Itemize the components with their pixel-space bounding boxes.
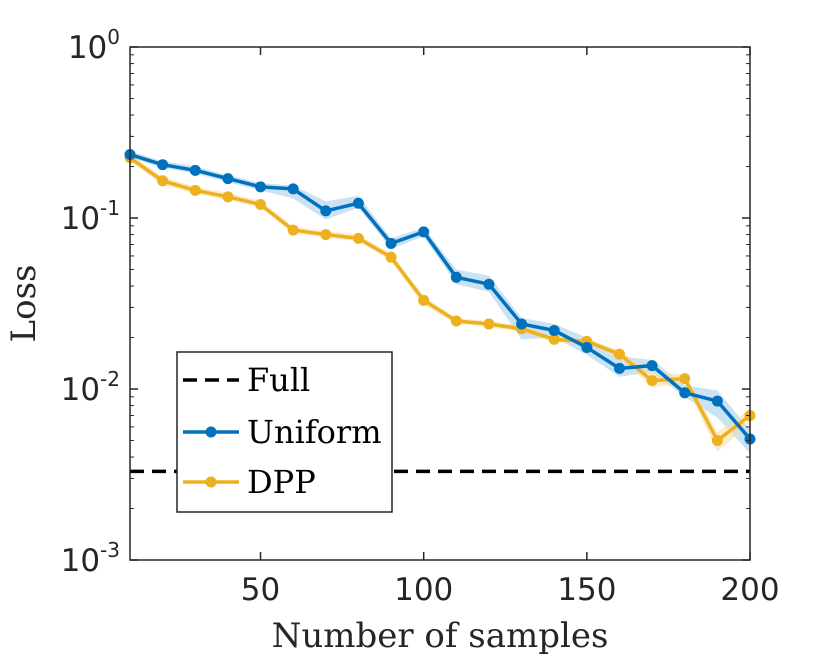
dpp-point	[189, 184, 201, 196]
uniform-point	[711, 395, 723, 407]
uniform-point	[320, 205, 332, 217]
dpp-point	[548, 333, 560, 345]
uniform-point	[516, 318, 528, 330]
uniform-point	[352, 197, 364, 209]
uniform-point	[483, 278, 495, 290]
dpp-point	[418, 294, 430, 306]
uniform-point	[157, 159, 169, 171]
uniform-point	[222, 173, 234, 185]
uniform-point	[385, 237, 397, 249]
axes-frame	[129, 46, 751, 561]
uniform-point	[189, 164, 201, 176]
x-tick-label: 200	[720, 572, 779, 608]
dpp-point	[255, 198, 267, 210]
legend-dpp-marker	[205, 476, 217, 488]
dpp-point	[157, 175, 169, 187]
dpp-series-line	[128, 156, 752, 443]
uniform-point	[255, 181, 267, 193]
uniform-point	[646, 360, 658, 372]
x-axis-title: Number of samples	[272, 616, 609, 656]
dpp-point	[320, 229, 332, 241]
x-tick-label: 150	[557, 572, 616, 608]
uniform-point	[418, 226, 430, 238]
y-axis-ticks: 10-3 10-2 10-1 100	[61, 25, 750, 579]
legend-dpp-label: DPP	[247, 463, 316, 501]
dpp-point	[385, 251, 397, 263]
y-tick-label: 100	[68, 25, 120, 66]
x-tick-label: 50	[241, 572, 280, 608]
legend: Full Uniform DPP	[176, 351, 393, 513]
dpp-point	[679, 373, 691, 385]
y-tick-label: 10-1	[61, 196, 120, 237]
dpp-point	[613, 348, 625, 360]
dpp-point	[483, 318, 495, 330]
y-axis-title: Loss	[4, 265, 44, 343]
dpp-point	[287, 224, 299, 236]
dpp-point	[222, 191, 234, 203]
dpp-point	[646, 375, 658, 387]
legend-uniform-marker	[205, 426, 217, 438]
uniform-point	[679, 387, 691, 399]
legend-full-label: Full	[247, 361, 310, 399]
dpp-point	[450, 315, 462, 327]
uniform-point	[450, 271, 462, 283]
axes-box	[129, 46, 751, 561]
y-tick-label: 10-3	[61, 538, 120, 579]
series-lines	[124, 149, 756, 446]
x-axis-ticks: 50 100 150 200	[241, 47, 780, 608]
uniform-point	[613, 362, 625, 374]
dpp-point	[352, 232, 364, 244]
uniform-point	[287, 183, 299, 195]
dpp-point	[711, 434, 723, 446]
uniform-point	[548, 324, 560, 336]
uniform-point	[581, 341, 593, 353]
y-tick-label: 10-2	[61, 367, 120, 408]
x-tick-label: 100	[394, 572, 453, 608]
legend-uniform-label: Uniform	[247, 413, 382, 451]
